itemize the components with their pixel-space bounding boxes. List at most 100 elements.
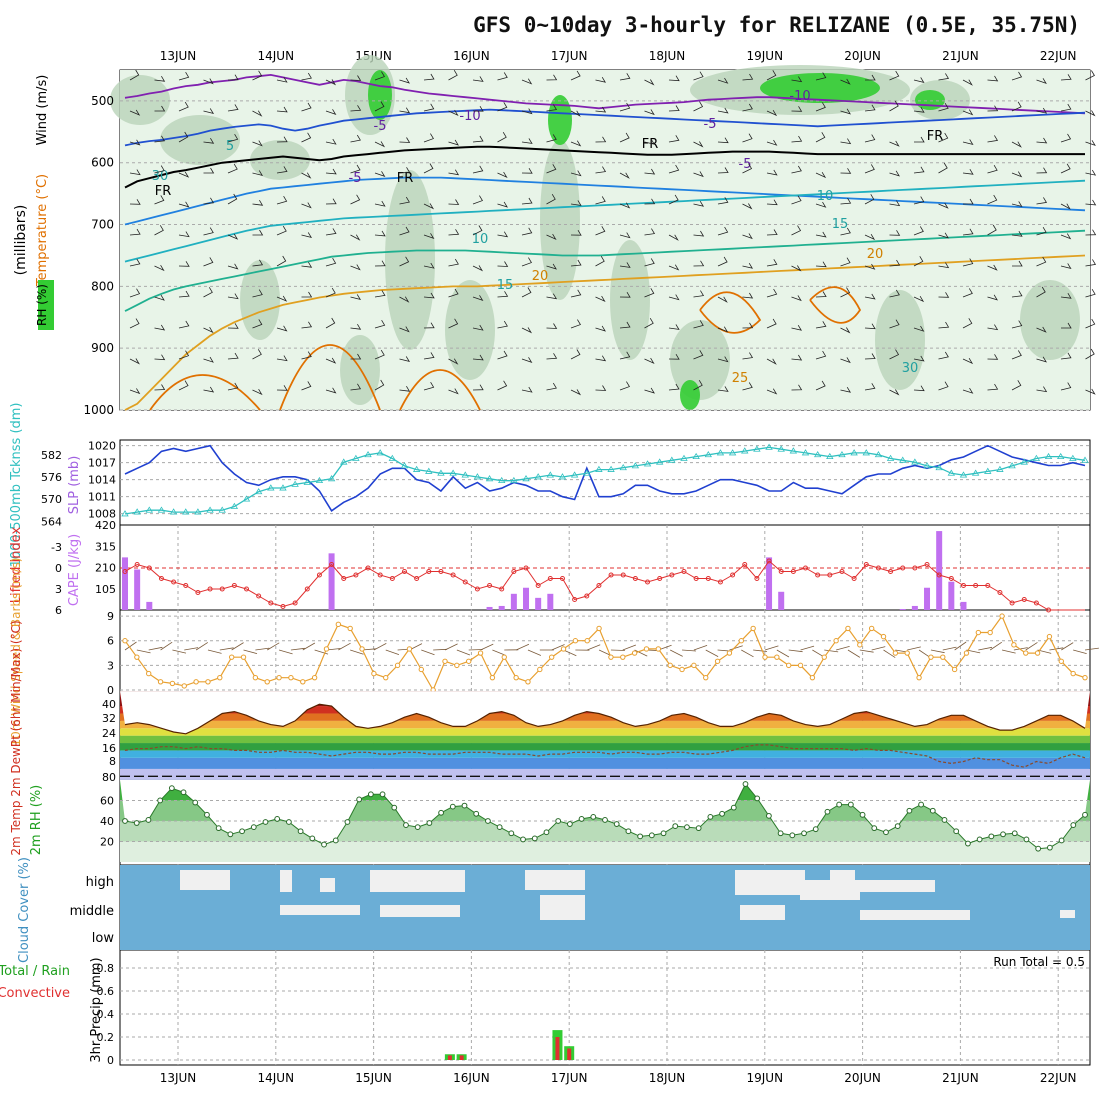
wind10-barb-36 xyxy=(551,644,565,651)
li-marker-37 xyxy=(572,597,578,602)
wind-barb-3-21 xyxy=(644,168,656,175)
rh-marker-76 xyxy=(1011,830,1018,837)
wind-barb-10-37 xyxy=(1036,386,1048,393)
wind-barb-2-36 xyxy=(1011,141,1022,148)
thickness-marker-21 xyxy=(376,449,384,456)
rh-blob-4 xyxy=(385,170,435,350)
legend-total-rain: Total / Rain xyxy=(0,964,70,979)
li-marker-30 xyxy=(487,583,493,588)
wind-barb-6-18 xyxy=(570,259,582,267)
rh-marker-16 xyxy=(309,835,316,842)
li-marker-62 xyxy=(875,565,881,571)
wind-barb-10-7 xyxy=(301,381,312,391)
cape-bar-66 xyxy=(924,587,931,610)
wind-barb-8-1 xyxy=(154,324,166,331)
rh-marker-52 xyxy=(730,804,737,811)
ytick-slp-1020: 1020 xyxy=(88,440,116,453)
wind-barb-3-4 xyxy=(227,163,238,174)
wind-barb-8-18 xyxy=(570,319,581,329)
wind-barb-4-12 xyxy=(423,203,435,210)
rh-marker-20 xyxy=(356,796,363,803)
wind-barb-3-37 xyxy=(1036,167,1048,174)
rh-marker-27 xyxy=(438,809,444,816)
ytick-rh-60: 60 xyxy=(100,794,114,807)
thickness-marker-64 xyxy=(899,456,907,463)
wind-barb-5-31 xyxy=(889,230,901,236)
wind-barb-8-32 xyxy=(913,325,925,332)
wind-barb-2-27 xyxy=(791,135,803,143)
wind-barb-5-19 xyxy=(595,226,606,236)
wind-barb-0-6 xyxy=(276,76,288,83)
wind-speed-marker-19 xyxy=(347,625,353,632)
cloud-row-low: low xyxy=(92,931,115,946)
thickness-marker-19 xyxy=(352,454,360,461)
wind10-barb-74 xyxy=(1001,649,1016,654)
thickness-marker-55 xyxy=(789,447,798,454)
li-marker-57 xyxy=(815,572,821,578)
wind-barb-8-25 xyxy=(742,322,754,329)
temp-band-2 xyxy=(120,750,1090,758)
li-marker-25 xyxy=(426,569,432,574)
wind-speed-marker-69 xyxy=(940,654,946,660)
wind-barb-6-12 xyxy=(423,262,435,269)
thickness-marker-75 xyxy=(1032,454,1041,461)
ytick-temp-80: 80 xyxy=(102,771,116,784)
wind-barb-2-25 xyxy=(742,133,753,143)
wind-barb-9-17 xyxy=(546,353,558,360)
contour-label-9: 15 xyxy=(497,278,514,293)
wind-speed-marker-7 xyxy=(205,679,211,685)
wind-barb-8-35 xyxy=(987,324,999,331)
ytick-rh-40: 40 xyxy=(100,815,114,828)
rh-marker-75 xyxy=(1000,831,1006,838)
wind-barb-6-38 xyxy=(1060,263,1072,270)
li-marker-60 xyxy=(851,576,857,581)
wind-barb-5-11 xyxy=(399,226,410,236)
contour-label-0: -10 xyxy=(789,89,810,104)
wind-barb-10-6 xyxy=(276,385,288,391)
wind-barb-3-36 xyxy=(1011,171,1023,178)
cloud-block-4 xyxy=(525,870,585,890)
wind10-barb-61 xyxy=(847,649,861,658)
legend-convective: Convective xyxy=(0,986,70,1001)
rh-blob-0 xyxy=(110,75,170,125)
wind-barb-5-7 xyxy=(301,232,313,239)
wind-barb-2-10 xyxy=(374,141,386,148)
wind-barb-1-8 xyxy=(325,109,337,116)
chart-title: GFS 0~10day 3-hourly for RELIZANE (0.5E,… xyxy=(473,13,1080,37)
contour-label-8: 10 xyxy=(817,189,834,204)
date-top-17JUN: 17JUN xyxy=(551,49,588,63)
li-marker-71 xyxy=(985,583,991,588)
wind-speed-marker-37 xyxy=(560,646,567,652)
wind-barb-0-36 xyxy=(1011,71,1023,81)
wind-barb-0-10 xyxy=(374,71,385,81)
wind-speed-marker-1 xyxy=(134,654,140,660)
wind-barb-7-22 xyxy=(668,294,680,301)
slp-line xyxy=(124,444,1086,512)
li-marker-67 xyxy=(936,572,942,578)
contour-5 xyxy=(124,176,1086,226)
wind-barb-7-39 xyxy=(1085,288,1096,298)
thickness-marker-11 xyxy=(254,487,263,495)
thickness-marker-79 xyxy=(1081,456,1089,463)
thickness-marker-50 xyxy=(728,449,737,456)
ylabel-millibars: (millibars) xyxy=(13,205,29,276)
wind-barb-9-3 xyxy=(203,356,214,363)
wind-barb-8-6 xyxy=(276,325,288,332)
wind10-barb-71 xyxy=(966,649,981,654)
wind-barb-6-4 xyxy=(227,263,239,270)
wind-barb-8-12 xyxy=(423,322,435,329)
wind-barb-9-34 xyxy=(962,357,974,365)
rh-moist-3 xyxy=(915,90,945,110)
wind-speed-marker-63 xyxy=(868,625,875,632)
wind-speed-marker-25 xyxy=(418,666,424,673)
rh-blob-2 xyxy=(250,140,310,180)
rh-marker-9 xyxy=(227,831,234,838)
wind-barb-8-28 xyxy=(815,321,827,329)
li-marker-70 xyxy=(973,583,979,588)
wind-barb-4-2 xyxy=(178,201,190,208)
rh-marker-45 xyxy=(648,832,655,839)
rh-marker-60 xyxy=(824,808,831,815)
wind-barb-2-13 xyxy=(448,139,459,146)
wind-barb-5-37 xyxy=(1036,226,1047,236)
